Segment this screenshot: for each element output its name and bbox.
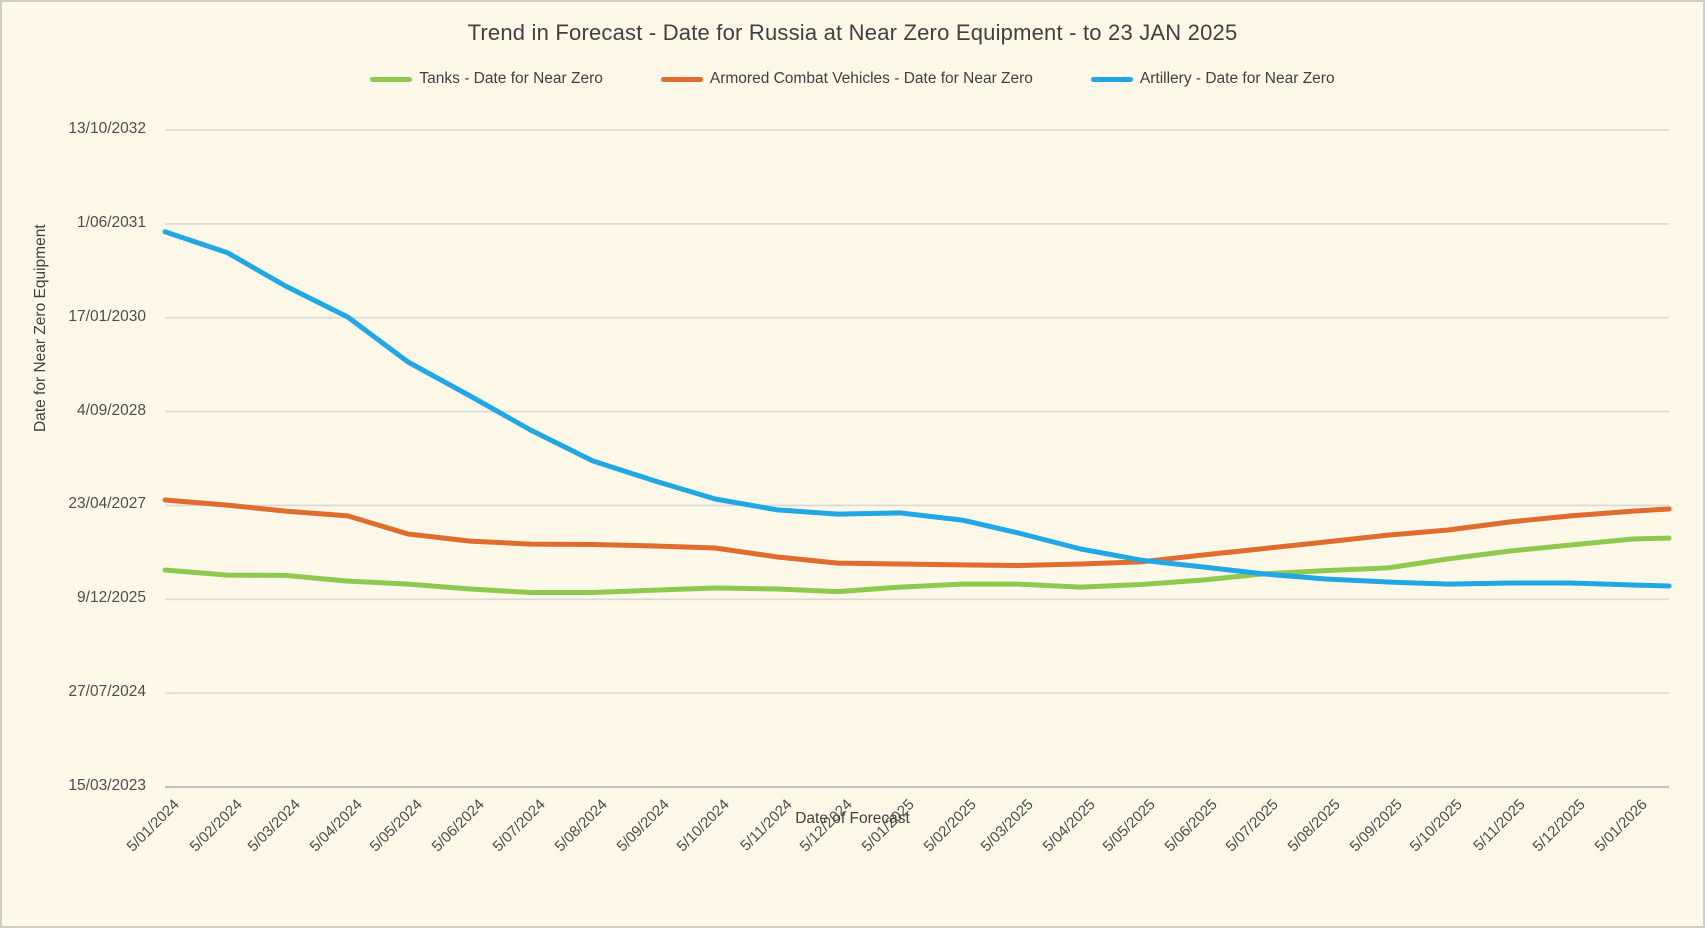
- series-line-artillery: [162, 229, 1672, 589]
- legend-swatch-icon: [1090, 76, 1133, 82]
- y-tick-label: 23/04/2027: [68, 495, 146, 513]
- y-tick-label: 1/06/2031: [77, 213, 146, 231]
- y-tick-label: 15/03/2023: [68, 777, 146, 794]
- legend-swatch-icon: [370, 76, 413, 82]
- legend-label: Armored Combat Vehicles - Date for Near …: [709, 70, 1033, 87]
- y-tick-label: 4/09/2028: [77, 401, 146, 419]
- y-tick-label: 13/10/2032: [68, 120, 146, 137]
- legend-swatch-icon: [660, 76, 703, 82]
- x-axis-title: Date of Forecast: [795, 810, 910, 827]
- y-tick-label: 27/07/2024: [68, 683, 146, 701]
- chart-title: Trend in Forecast - Date for Russia at N…: [467, 20, 1238, 45]
- legend-item-tanks: Tanks - Date for Near Zero: [370, 70, 603, 88]
- legend-label: Tanks - Date for Near Zero: [419, 70, 603, 87]
- legend: Tanks - Date for Near Zero Armored Combat…: [2, 70, 1703, 88]
- y-tick-label: 9/12/2025: [77, 589, 146, 607]
- legend-item-armored: Armored Combat Vehicles - Date for Near …: [660, 70, 1033, 88]
- legend-label: Artillery - Date for Near Zero: [1139, 70, 1335, 87]
- series-line-tanks: [162, 535, 1672, 595]
- series-line-armored: [162, 497, 1672, 568]
- y-tick-label: 17/01/2030: [68, 307, 146, 325]
- legend-item-artillery: Artillery - Date for Near Zero: [1090, 70, 1335, 88]
